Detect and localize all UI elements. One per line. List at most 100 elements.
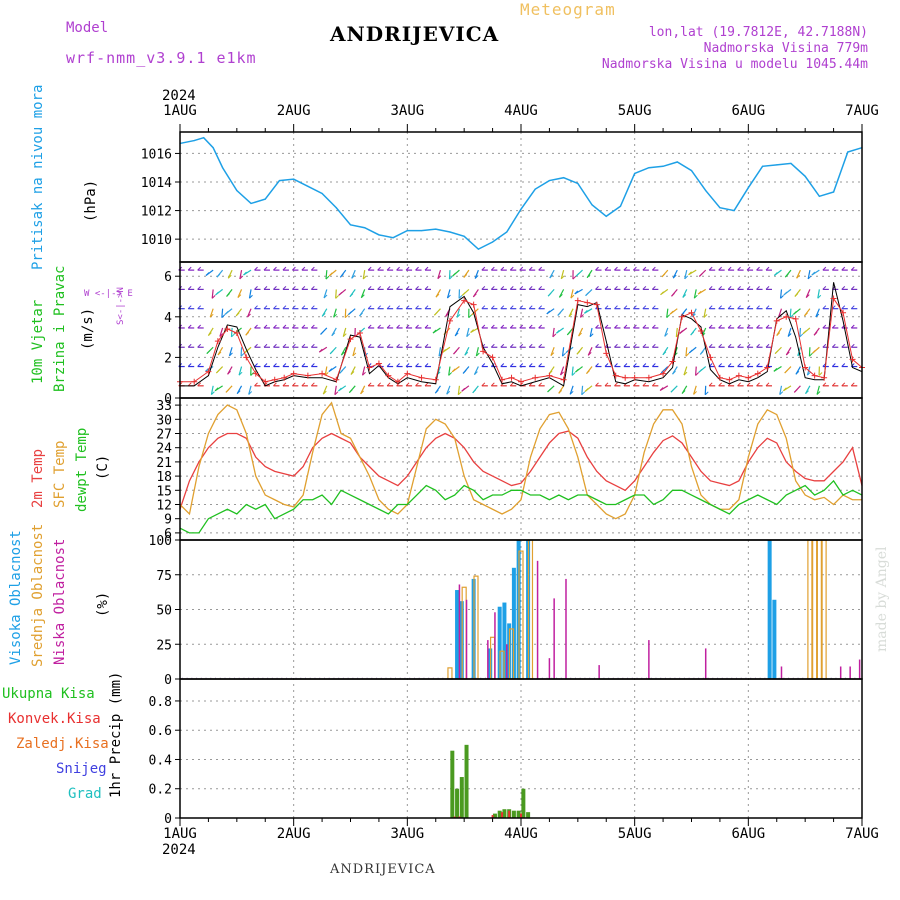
wind-barb-head xyxy=(323,294,328,299)
wind-barb-head xyxy=(681,390,686,394)
wind-barb-head xyxy=(822,324,827,329)
wind-barb-head xyxy=(604,324,609,329)
wind-barb-head xyxy=(224,310,229,315)
wind-barb-head xyxy=(359,312,363,317)
wind-max-marker xyxy=(660,370,667,377)
wind-barb-head xyxy=(377,382,382,387)
y-tick-label: 21 xyxy=(156,456,172,471)
wind-barb-head xyxy=(670,388,675,393)
wind-barb-head xyxy=(500,286,505,290)
pressure-point xyxy=(648,167,650,169)
precip-total-bar xyxy=(492,813,497,818)
wind-barb-head xyxy=(651,324,656,329)
pressure-point xyxy=(662,165,664,167)
wind-barb-head xyxy=(587,352,592,356)
wind-barb-head xyxy=(263,286,268,290)
wind-barb-head xyxy=(301,266,306,271)
wind-barb-head xyxy=(552,333,557,338)
precip-total-bar xyxy=(526,812,531,818)
wind-barb-head xyxy=(254,266,258,271)
wind-barb-head xyxy=(333,313,338,318)
wind-barb-head xyxy=(367,286,372,290)
wind-barb-head xyxy=(560,371,564,376)
wind-barb-head xyxy=(569,390,574,395)
wind-max-marker xyxy=(645,374,652,381)
wind-barb-head xyxy=(727,305,732,310)
wind-barb-head xyxy=(432,329,437,334)
wind-barb-head xyxy=(321,313,326,317)
cloud-mid-bar xyxy=(447,667,453,680)
wind-barb-head xyxy=(659,387,664,391)
wind-barb-head xyxy=(773,272,778,276)
precip-total-bar xyxy=(497,810,502,818)
wind-barb-head xyxy=(698,368,703,373)
pressure-point xyxy=(790,162,792,165)
wind-barb-head xyxy=(831,343,836,348)
wind-barb-head xyxy=(795,370,800,375)
wind-barb-head xyxy=(765,305,770,310)
wind-barb-head xyxy=(500,305,505,310)
wind-barb-head xyxy=(463,274,468,278)
wind-barb-head xyxy=(519,266,524,271)
wind-max-marker xyxy=(811,372,818,379)
wind-barb-head xyxy=(462,370,467,374)
wind-barb-head xyxy=(386,286,391,290)
pressure-point xyxy=(577,182,579,185)
wind-max-marker xyxy=(366,364,373,371)
wind-barb-head xyxy=(360,294,365,299)
y-tick-label: 100 xyxy=(149,534,172,549)
wind-barb-head xyxy=(576,350,581,355)
wind-barb-head xyxy=(614,324,618,329)
wind-barb-head xyxy=(273,324,277,329)
wind-barb-head xyxy=(774,350,779,354)
pressure-point xyxy=(776,164,778,166)
precip-total-bar xyxy=(459,777,464,818)
wind-barb-head xyxy=(237,294,242,298)
wind-barb-head xyxy=(206,350,211,354)
wind-barb-head xyxy=(472,293,477,298)
wind-barb-head xyxy=(245,331,250,336)
wind-barb-head xyxy=(671,292,675,297)
wind-barb-head xyxy=(481,286,486,290)
pressure-point xyxy=(449,231,451,233)
wind-barb xyxy=(693,385,697,395)
wind-barb-head xyxy=(386,382,391,387)
wind-barb-head xyxy=(377,324,382,329)
wind-max-marker xyxy=(735,372,742,379)
wind-barb-head xyxy=(338,387,342,392)
wind-barb-head xyxy=(263,266,268,271)
pressure-point xyxy=(477,248,479,250)
wind-barb-head xyxy=(273,286,277,290)
wind-barb-head xyxy=(568,313,573,318)
wind-barb-head xyxy=(695,372,699,376)
wind-barb-head xyxy=(783,387,787,392)
wind-barb-head xyxy=(528,343,533,348)
pressure-point xyxy=(293,178,295,180)
wind-barb-head xyxy=(236,390,241,395)
wind-barb-head xyxy=(661,273,666,278)
wind-barb-head xyxy=(415,266,419,271)
wind-barb-head xyxy=(424,324,429,329)
wind-barb-head xyxy=(642,324,647,329)
wind-barb-head xyxy=(690,331,695,336)
wind-barb xyxy=(589,327,593,337)
pressure-line xyxy=(179,136,863,251)
wind-barb xyxy=(561,347,565,357)
wind-max-marker xyxy=(499,376,506,383)
wind-barb xyxy=(685,347,688,357)
wind-barb-head xyxy=(623,363,628,367)
wind-barb-head xyxy=(367,343,372,348)
wind-barb-head xyxy=(794,293,799,297)
pressure-point xyxy=(250,202,252,205)
wind-barb xyxy=(796,269,801,279)
y-tick-label: 30 xyxy=(156,413,172,428)
wind-barb-head xyxy=(538,343,543,348)
wind-barb-head xyxy=(799,333,804,338)
wind-barb-head xyxy=(282,266,287,271)
wind-barb-head xyxy=(811,271,816,276)
wind-barb xyxy=(579,308,584,318)
wind-barb xyxy=(815,308,820,318)
wind-barb xyxy=(360,289,366,298)
wind-barb-head xyxy=(583,309,588,314)
wind-barb-head xyxy=(519,286,524,290)
